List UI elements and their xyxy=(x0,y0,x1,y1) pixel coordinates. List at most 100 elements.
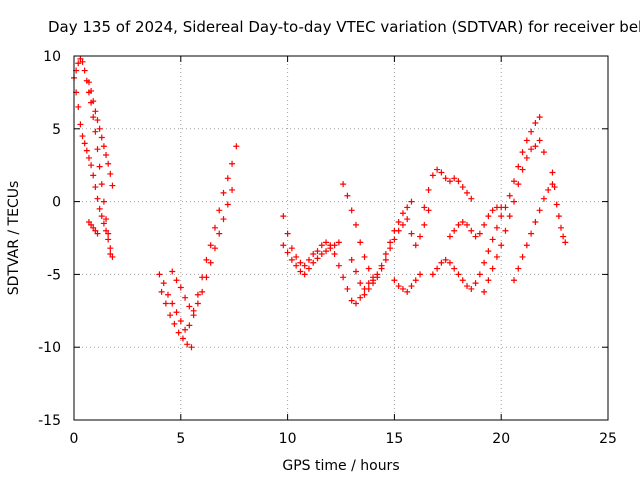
x-tick-label: 15 xyxy=(385,431,403,447)
data-point xyxy=(498,204,505,211)
data-point xyxy=(327,245,334,252)
data-point xyxy=(438,169,445,176)
data-point xyxy=(77,121,84,128)
data-point xyxy=(446,233,453,240)
data-point xyxy=(167,312,174,319)
y-tick-label: -10 xyxy=(38,340,61,356)
data-point xyxy=(188,344,195,351)
data-point xyxy=(233,143,240,150)
data-point xyxy=(511,178,518,185)
data-point xyxy=(177,317,184,324)
data-point xyxy=(357,280,364,287)
data-point xyxy=(399,285,406,292)
y-tick-label: 5 xyxy=(52,122,61,138)
data-point xyxy=(98,181,105,188)
data-point xyxy=(100,220,107,227)
series-arc-6 xyxy=(158,288,195,351)
series-arc-16 xyxy=(481,137,547,295)
data-point xyxy=(425,207,432,214)
data-point xyxy=(528,146,535,153)
data-point xyxy=(395,218,402,225)
x-tick-label: 25 xyxy=(599,431,617,447)
data-point xyxy=(451,227,458,234)
series-arc-14 xyxy=(429,114,543,292)
data-point xyxy=(171,320,178,327)
data-point xyxy=(429,271,436,278)
data-point xyxy=(489,265,496,272)
data-point xyxy=(455,178,462,185)
data-point xyxy=(459,184,466,191)
data-point xyxy=(551,184,558,191)
data-point xyxy=(459,277,466,284)
data-point xyxy=(519,166,526,173)
data-point xyxy=(79,133,86,140)
data-point xyxy=(175,329,182,336)
data-point xyxy=(79,58,86,65)
data-point xyxy=(532,218,539,225)
data-point xyxy=(81,140,88,147)
data-point xyxy=(361,291,368,298)
data-point xyxy=(207,242,214,249)
data-point xyxy=(387,239,394,246)
data-point xyxy=(173,277,180,284)
data-point xyxy=(344,285,351,292)
data-point xyxy=(107,170,114,177)
data-point xyxy=(391,236,398,243)
data-point xyxy=(314,248,321,255)
data-point xyxy=(365,265,372,272)
data-point xyxy=(562,239,569,246)
data-point xyxy=(502,227,509,234)
data-point xyxy=(179,335,186,342)
data-point xyxy=(519,253,526,260)
data-point xyxy=(177,284,184,291)
data-point xyxy=(455,221,462,228)
data-point xyxy=(451,265,458,272)
data-point xyxy=(408,283,415,290)
chart-title: Day 135 of 2024, Sidereal Day-to-day VTE… xyxy=(48,18,640,36)
data-point xyxy=(211,245,218,252)
data-point xyxy=(90,172,97,179)
data-point xyxy=(169,300,176,307)
data-point xyxy=(323,248,330,255)
data-point xyxy=(399,210,406,217)
data-point xyxy=(75,60,82,67)
data-point xyxy=(511,277,518,284)
data-point xyxy=(404,288,411,295)
data-point xyxy=(515,181,522,188)
data-point xyxy=(558,224,565,231)
data-point xyxy=(528,230,535,237)
x-axis-label: GPS time / hours xyxy=(282,458,399,474)
data-point xyxy=(90,114,97,121)
data-point xyxy=(382,251,389,258)
data-point xyxy=(485,248,492,255)
y-axis-label: SDTVAR / TECUs xyxy=(6,181,22,296)
y-tick-label: 10 xyxy=(43,49,61,65)
data-point xyxy=(293,262,300,269)
data-point xyxy=(408,230,415,237)
data-point xyxy=(429,172,436,179)
data-point xyxy=(476,271,483,278)
data-point xyxy=(109,182,116,189)
data-point xyxy=(523,242,530,249)
data-point xyxy=(370,280,377,287)
axis-ticks xyxy=(73,55,609,421)
data-point xyxy=(404,204,411,211)
data-point xyxy=(305,265,312,272)
grid-lines xyxy=(74,56,608,420)
data-point xyxy=(98,213,105,220)
data-point xyxy=(528,128,535,135)
plot-frame xyxy=(73,55,609,421)
data-point xyxy=(506,192,513,199)
data-point xyxy=(455,271,462,278)
series-arc-11 xyxy=(348,207,432,298)
data-point xyxy=(464,189,471,196)
data-point xyxy=(207,259,214,266)
data-point xyxy=(412,277,419,284)
data-point xyxy=(288,245,295,252)
data-point xyxy=(540,195,547,202)
data-point xyxy=(297,268,304,275)
data-point xyxy=(476,230,483,237)
data-point xyxy=(493,253,500,260)
series-arc-10 xyxy=(340,181,415,284)
